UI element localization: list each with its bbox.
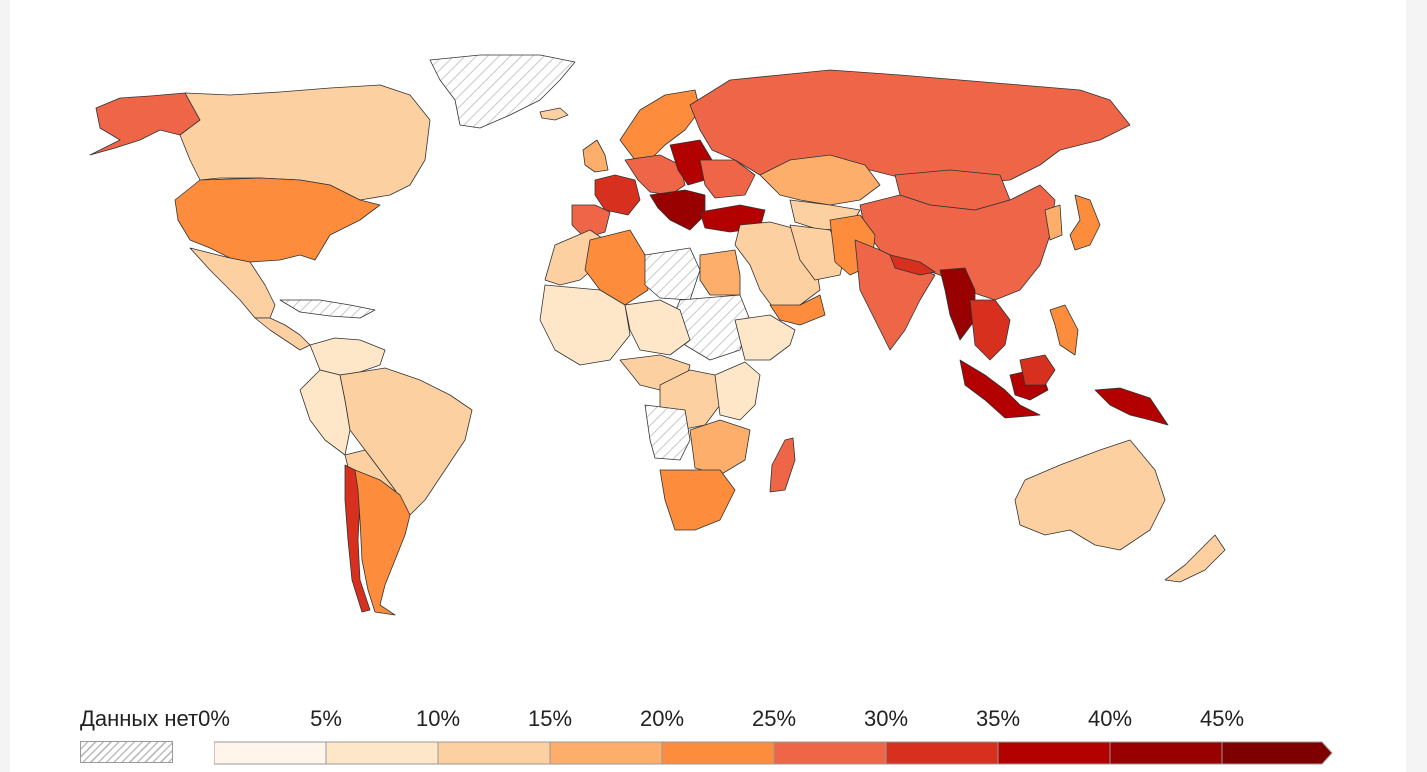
region-caribbean [279, 299, 376, 319]
region-yemen-oman [769, 294, 826, 326]
region-japan [1069, 194, 1101, 251]
scale-bin-4 [661, 741, 775, 765]
legend-tick-label: 40% [1087, 706, 1133, 731]
scale-bin-2 [437, 741, 551, 765]
region-east-africa [714, 361, 761, 421]
no-data-swatch [80, 741, 173, 763]
region-philippines [1049, 304, 1079, 356]
legend-tick-label: 15% [527, 706, 573, 731]
scale-bin-9 [1221, 741, 1333, 765]
scale-bin-5 [773, 741, 887, 765]
region-algeria [584, 229, 649, 306]
region-new-guinea [1094, 387, 1169, 426]
region-south-africa [659, 469, 736, 531]
region-niger-chad [624, 299, 691, 356]
scale-bin-0 [214, 741, 327, 765]
region-france [594, 174, 641, 216]
region-egypt [699, 249, 741, 296]
no-data-label: Данных нет [80, 706, 199, 731]
region-southern-africa [689, 419, 751, 476]
region-russia [689, 69, 1131, 186]
scale-bin-7 [997, 741, 1111, 765]
region-usa [174, 177, 381, 263]
region-central-america [254, 317, 311, 351]
scale-bin-8 [1109, 741, 1223, 765]
region-balkans [649, 189, 706, 231]
region-myanmar [939, 267, 976, 341]
region-australia [1014, 439, 1166, 551]
region-iran [789, 224, 846, 281]
region-libya [644, 247, 701, 301]
region-iberia [571, 204, 611, 239]
color-scale-bar [214, 741, 1333, 765]
legend-tick-label: 30% [863, 706, 909, 731]
legend-tick-label: 45% [1199, 706, 1245, 731]
region-nepal [889, 254, 936, 276]
region-thailand-indochina [969, 299, 1011, 361]
region-uk-ireland [582, 139, 609, 173]
region-madagascar [769, 437, 796, 493]
legend-tick-label: 10% [415, 706, 461, 731]
legend-tick-label: 5% [310, 706, 342, 731]
region-malaysia-borneo [1019, 354, 1056, 386]
color-scale [214, 741, 1334, 765]
region-central-europe [624, 154, 686, 196]
legend-tick-label: 25% [751, 706, 797, 731]
region-argentina [354, 469, 411, 616]
region-ethiopia-horn [734, 314, 796, 361]
scale-bin-1 [325, 741, 439, 765]
region-greenland [429, 54, 576, 129]
region-new-zealand [1164, 534, 1226, 583]
region-canada [179, 84, 431, 201]
scale-bin-3 [549, 741, 663, 765]
region-kazakhstan [759, 154, 881, 206]
region-west-africa [539, 284, 631, 366]
region-angola [644, 404, 691, 461]
scale-bin-6 [885, 741, 999, 765]
region-brazil [339, 367, 473, 516]
legend-tick-label: 35% [975, 706, 1021, 731]
region-korea [1044, 204, 1063, 241]
legend-tick-label: 0% [198, 706, 230, 731]
region-alaska [89, 92, 221, 156]
region-iceland [539, 107, 569, 121]
legend-tick-label: 20% [639, 706, 685, 731]
